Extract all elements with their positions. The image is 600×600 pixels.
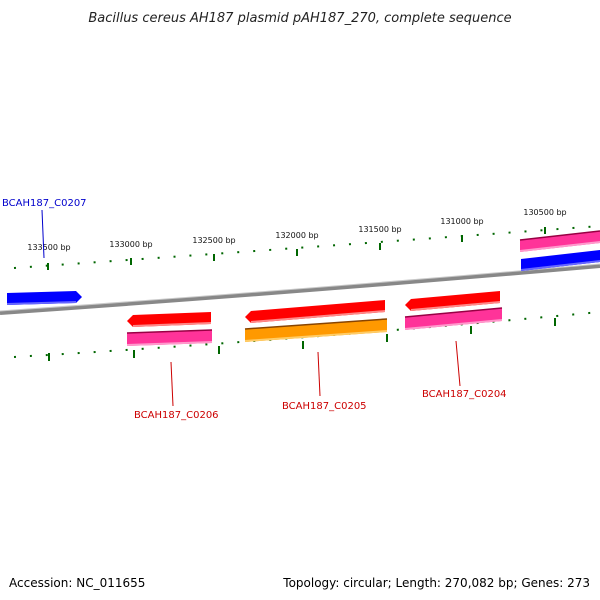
feature-c0203-pink — [519, 230, 600, 252]
gene-c0205-arrow[interactable] — [245, 300, 385, 323]
tick-label: 133000 bp — [109, 240, 152, 249]
backbone-highlight — [0, 263, 600, 312]
accession-text: Accession: NC_011655 — [9, 576, 145, 590]
tick-label: 131000 bp — [440, 217, 483, 226]
gene-c0204-arrow[interactable] — [405, 291, 500, 311]
gene-label-c0205[interactable]: BCAH187_C0205 — [282, 401, 367, 412]
upper-major-ticks — [47, 227, 546, 270]
lower-tick-dots — [13, 311, 600, 358]
tick-label: 131500 bp — [358, 225, 401, 234]
gene-c0206-leader — [170, 361, 174, 407]
gene-label-c0204[interactable]: BCAH187_C0204 — [422, 389, 507, 400]
gene-c0206-arrow[interactable] — [127, 312, 211, 327]
tick-label: 133500 bp — [27, 243, 70, 252]
sequence-backbone — [0, 264, 600, 315]
gene-label-c0206[interactable]: BCAH187_C0206 — [134, 410, 219, 421]
upper-tick-track — [13, 225, 600, 269]
gene-c0207-leader — [41, 209, 45, 259]
tick-label: 130500 bp — [523, 208, 566, 217]
feature-c0204-pink — [404, 307, 503, 330]
gene-c0205-leader — [317, 351, 321, 397]
feature-c0206-pink — [126, 329, 213, 346]
tick-label: 132500 bp — [192, 236, 235, 245]
map-title: Bacillus cereus AH187 plasmid pAH187_270… — [88, 11, 511, 26]
upper-tick-dots — [13, 225, 600, 269]
tick-label: 132000 bp — [275, 231, 318, 240]
feature-c0205-orange — [244, 318, 388, 342]
gene-c0204-leader — [455, 340, 461, 387]
gene-label-c0207[interactable]: BCAH187_C0207 — [2, 198, 87, 209]
lower-major-ticks — [48, 318, 556, 361]
gene-c0207-arrow[interactable] — [7, 291, 82, 305]
feature-c0203-blue — [521, 250, 600, 271]
topology-summary: Topology: circular; Length: 270,082 bp; … — [282, 576, 590, 590]
